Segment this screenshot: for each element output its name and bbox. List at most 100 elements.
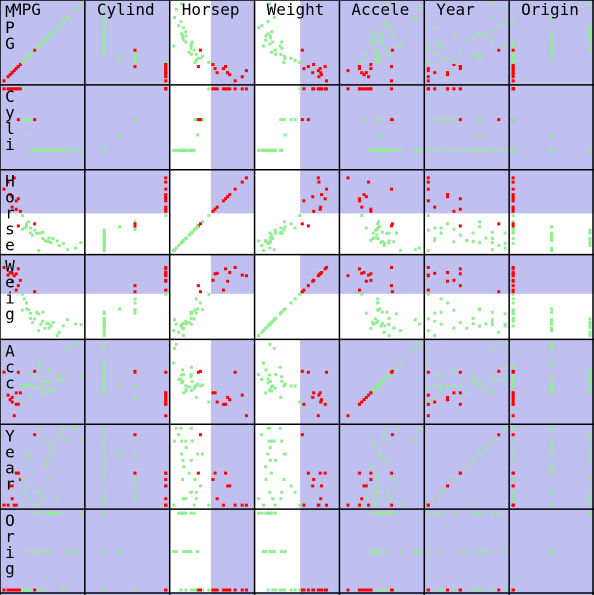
point	[172, 361, 176, 365]
point	[51, 389, 55, 393]
point	[221, 67, 225, 71]
point	[371, 439, 375, 443]
point	[49, 381, 53, 385]
point	[346, 503, 350, 507]
point	[389, 284, 393, 288]
point	[264, 550, 268, 554]
point	[102, 385, 106, 389]
point	[164, 213, 168, 217]
point	[47, 368, 51, 372]
point	[471, 588, 475, 592]
point	[228, 398, 232, 402]
point	[298, 87, 302, 91]
point	[190, 439, 194, 443]
point	[511, 48, 515, 52]
point	[490, 379, 494, 383]
point	[45, 511, 49, 515]
point	[490, 588, 494, 592]
point	[588, 32, 592, 36]
point	[433, 497, 437, 501]
point	[426, 249, 430, 253]
point	[289, 588, 293, 592]
point	[380, 458, 384, 462]
point	[18, 63, 22, 67]
point	[273, 511, 277, 515]
point	[282, 220, 286, 224]
point	[74, 550, 78, 554]
point	[550, 375, 554, 379]
point	[244, 503, 248, 507]
point	[184, 511, 188, 515]
point	[180, 452, 184, 456]
point	[385, 550, 389, 554]
point	[14, 272, 18, 276]
point	[24, 118, 28, 122]
point	[35, 310, 39, 314]
point	[446, 588, 449, 592]
point	[490, 230, 494, 234]
point	[272, 550, 276, 554]
point	[192, 148, 196, 152]
point	[198, 484, 202, 488]
point	[369, 278, 373, 282]
point	[74, 246, 78, 250]
point	[471, 316, 475, 320]
point	[503, 324, 507, 328]
point	[588, 458, 592, 462]
point	[385, 46, 389, 50]
point	[387, 26, 391, 30]
point	[207, 503, 211, 507]
point	[497, 24, 501, 28]
point	[102, 368, 106, 372]
point	[550, 329, 554, 333]
point	[182, 550, 186, 554]
point	[35, 148, 39, 152]
point	[27, 54, 31, 58]
brush-band	[169, 0, 211, 85]
point	[37, 503, 41, 507]
point	[385, 148, 389, 152]
point	[172, 329, 176, 333]
brush-band	[424, 293, 510, 340]
point	[367, 180, 371, 184]
row-label: Year	[1, 426, 20, 490]
point	[439, 588, 443, 592]
point	[426, 180, 430, 184]
point	[357, 402, 361, 406]
point	[382, 244, 386, 248]
point	[490, 2, 494, 6]
point	[389, 588, 393, 592]
point	[193, 308, 197, 312]
point	[10, 271, 14, 275]
point	[380, 588, 384, 592]
point	[6, 393, 10, 397]
point	[22, 588, 26, 592]
point	[387, 373, 391, 377]
point	[503, 377, 507, 381]
point	[193, 227, 197, 231]
point	[490, 323, 494, 327]
point	[179, 377, 183, 381]
point	[490, 389, 494, 393]
point	[452, 308, 456, 312]
point	[289, 56, 293, 60]
point	[193, 60, 197, 64]
point	[426, 265, 430, 269]
brush-band	[254, 293, 340, 340]
point	[497, 118, 501, 122]
brush-band	[169, 293, 255, 340]
point	[192, 317, 196, 321]
point	[181, 36, 185, 40]
point	[279, 497, 283, 501]
brush-band	[254, 509, 301, 594]
point	[280, 379, 284, 383]
point	[458, 267, 462, 271]
point	[177, 511, 181, 515]
point	[289, 222, 293, 226]
point	[198, 369, 202, 373]
point	[164, 207, 168, 211]
point	[8, 73, 12, 77]
point	[364, 52, 368, 56]
point	[35, 46, 39, 50]
point	[261, 550, 265, 554]
